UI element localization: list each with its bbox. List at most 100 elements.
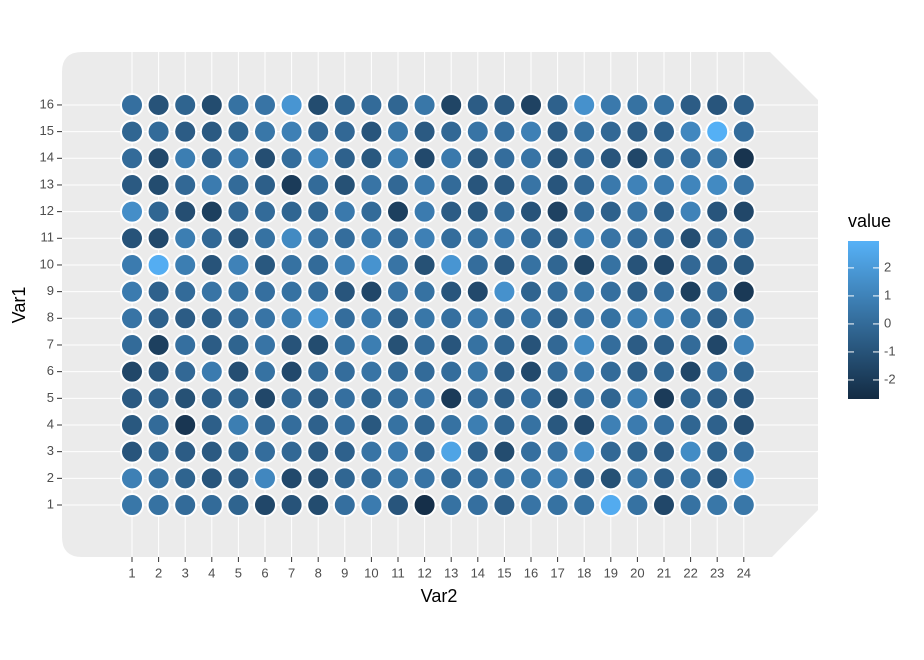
well: [572, 92, 597, 117]
well: [598, 306, 623, 331]
well: [146, 146, 171, 171]
well: [412, 306, 437, 331]
well: [306, 146, 331, 171]
well: [359, 332, 384, 357]
well: [412, 412, 437, 437]
well: [120, 146, 144, 171]
well: [678, 466, 703, 491]
well: [439, 92, 464, 117]
well: [253, 439, 277, 464]
well: [572, 306, 597, 331]
well: [253, 226, 277, 251]
well: [678, 439, 703, 464]
well: [492, 92, 517, 117]
well: [572, 439, 597, 464]
well: [572, 466, 597, 491]
well: [731, 172, 756, 197]
y-tick-label: 10: [40, 256, 54, 271]
well: [359, 119, 384, 144]
well: [439, 466, 464, 491]
well: [705, 92, 730, 117]
well: [519, 119, 543, 144]
marks: [120, 92, 756, 517]
legend-tick-label: 0: [884, 315, 891, 330]
well: [598, 412, 623, 437]
well: [652, 226, 676, 251]
well: [120, 412, 144, 437]
well: [359, 279, 384, 304]
well: [332, 386, 357, 411]
well: [439, 252, 464, 277]
well: [705, 279, 730, 304]
well: [412, 359, 437, 384]
well: [332, 199, 357, 224]
well: [705, 412, 730, 437]
well: [412, 92, 437, 117]
y-tick-label: 6: [47, 363, 54, 378]
well: [572, 332, 597, 357]
well: [625, 226, 650, 251]
x-tick-label: 24: [737, 565, 751, 580]
well: [359, 386, 384, 411]
well: [120, 226, 144, 251]
x-tick-label: 4: [208, 565, 215, 580]
well: [598, 146, 623, 171]
well: [625, 119, 650, 144]
well: [226, 146, 251, 171]
well: [492, 146, 517, 171]
well: [572, 386, 597, 411]
well: [306, 439, 331, 464]
well: [519, 466, 543, 491]
well: [439, 386, 464, 411]
well: [226, 252, 251, 277]
well: [386, 306, 410, 331]
well: [412, 332, 437, 357]
well: [279, 92, 304, 117]
x-tick-label: 7: [288, 565, 295, 580]
well: [492, 119, 517, 144]
well: [199, 226, 224, 251]
well: [625, 252, 650, 277]
well: [120, 332, 144, 357]
well: [465, 386, 490, 411]
x-tick-label: 5: [235, 565, 242, 580]
well: [519, 172, 543, 197]
x-tick-label: 10: [364, 565, 378, 580]
well: [625, 306, 650, 331]
x-tick-label: 2: [155, 565, 162, 580]
well: [572, 493, 597, 517]
well: [465, 466, 490, 491]
well: [545, 493, 570, 517]
well: [359, 412, 384, 437]
well: [705, 172, 730, 197]
well: [492, 439, 517, 464]
well: [572, 199, 597, 224]
well: [652, 412, 676, 437]
well: [120, 279, 144, 304]
well: [519, 226, 543, 251]
well: [652, 252, 676, 277]
well: [146, 226, 171, 251]
well: [359, 252, 384, 277]
well: [332, 412, 357, 437]
well: [279, 306, 304, 331]
well: [173, 332, 198, 357]
well: [625, 493, 650, 517]
well: [199, 306, 224, 331]
well: [572, 279, 597, 304]
well: [146, 493, 171, 517]
x-tick-label: 23: [710, 565, 724, 580]
well: [146, 172, 171, 197]
well: [146, 359, 171, 384]
well: [173, 493, 198, 517]
well: [199, 493, 224, 517]
well: [412, 279, 437, 304]
well: [279, 332, 304, 357]
well: [173, 412, 198, 437]
well: [359, 439, 384, 464]
well: [678, 252, 703, 277]
well: [253, 386, 277, 411]
x-tick-label: 19: [604, 565, 618, 580]
well: [120, 439, 144, 464]
well: [386, 386, 410, 411]
